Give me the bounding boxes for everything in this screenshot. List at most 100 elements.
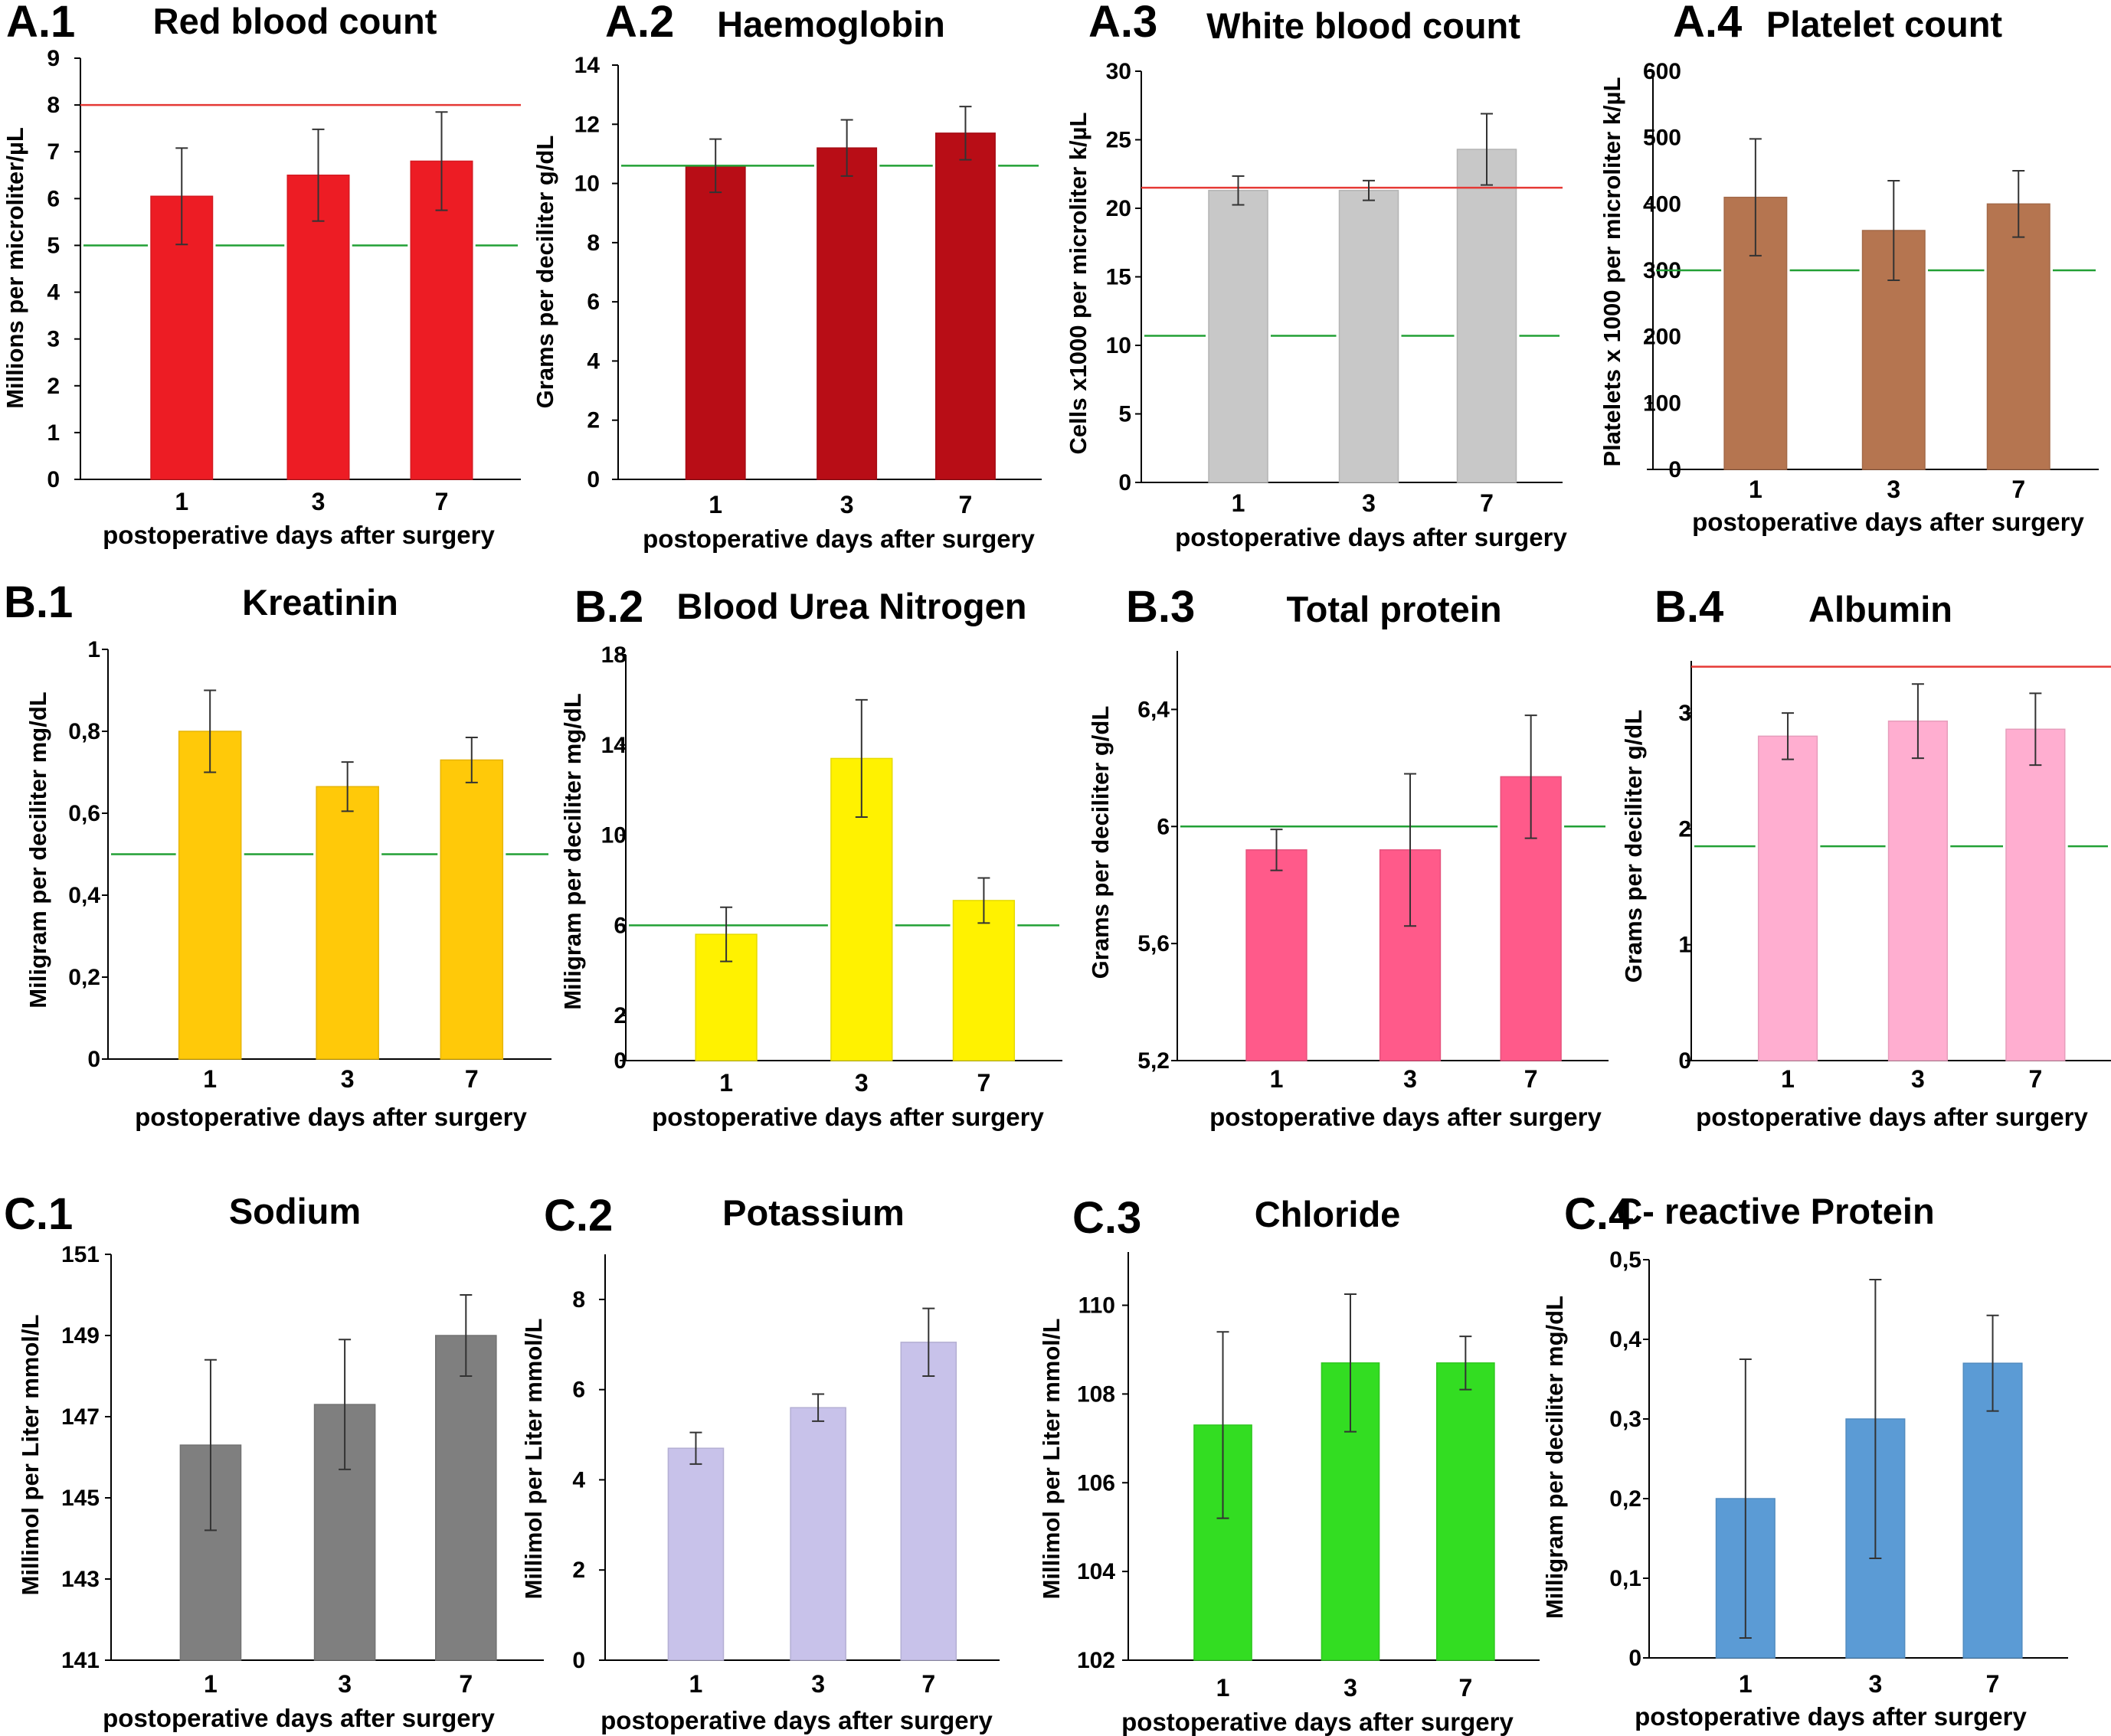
x-category-label: 3 — [1887, 476, 1900, 503]
y-tick-label: 0,6 — [68, 801, 100, 826]
bar-day-1 — [1245, 849, 1308, 1061]
bar-day-7 — [435, 1335, 497, 1661]
x-category-label: 1 — [203, 1065, 217, 1093]
panel-b-2: 0 2 6 10 14 18 1 3 7 B.2 Blood Urea Nitrogen postop… — [559, 582, 1062, 1131]
y-axis-title: Milligram per deciliter mg/dL — [1541, 1296, 1568, 1619]
x-axis-title: postoperative days after surgery — [1696, 1103, 2088, 1131]
panel-b-1: 0 0,2 0,4 0,6 0,8 1 1 3 7 B.1 Kreatinin postoperati… — [4, 577, 551, 1131]
y-tick-label: 2 — [1678, 816, 1691, 842]
x-category-label: 7 — [435, 488, 449, 515]
x-category-label: 1 — [1749, 476, 1762, 503]
y-tick-label: 141 — [61, 1648, 100, 1673]
x-category-label: 7 — [1458, 1674, 1472, 1702]
bar-day-7 — [440, 759, 504, 1060]
y-tick-label: 6 — [1157, 814, 1170, 839]
y-axis-title: Grams per deciliter g/dL — [1087, 706, 1114, 979]
y-tick-label: 145 — [61, 1486, 100, 1511]
y-tick-label: 6 — [47, 186, 60, 211]
panel-label: B.2 — [574, 582, 643, 632]
y-tick-label: 0 — [1118, 470, 1131, 495]
panel-c-1: 141 143 145 147 149 151 1 3 7 C.1 Sodium postoperat… — [4, 1189, 544, 1732]
y-tick-label: 151 — [61, 1242, 100, 1267]
y-axis-title: Miligram per deciliter mg/dL — [559, 693, 586, 1009]
y-tick-label: 0 — [587, 467, 600, 492]
x-category-label: 7 — [459, 1670, 473, 1698]
x-category-label: 3 — [1911, 1065, 1925, 1093]
x-category-label: 3 — [338, 1670, 352, 1698]
x-category-label: 1 — [1781, 1065, 1795, 1093]
y-tick-label: 0 — [1678, 1048, 1691, 1074]
y-tick-label: 0 — [1628, 1646, 1641, 1671]
y-tick-label: 0 — [87, 1047, 100, 1072]
y-tick-label: 108 — [1077, 1381, 1115, 1407]
panel-title: Potassium — [722, 1192, 905, 1233]
y-tick-label: 6,4 — [1137, 697, 1170, 722]
y-axis-title: Millimol per Liter mmol/L — [1038, 1319, 1065, 1600]
y-tick-label: 104 — [1077, 1559, 1115, 1584]
x-category-label: 3 — [1344, 1674, 1357, 1702]
panel-label: C.1 — [4, 1189, 73, 1239]
x-category-label: 7 — [2011, 476, 2025, 503]
panel-title: Platelet count — [1766, 4, 2003, 44]
y-tick-label: 6 — [572, 1378, 585, 1403]
y-tick-label: 100 — [1643, 391, 1681, 416]
x-category-label: 3 — [312, 488, 326, 515]
y-tick-label: 4 — [47, 280, 60, 306]
x-category-label: 3 — [1868, 1670, 1882, 1698]
y-axis-title: Miligram per deciliter mg/dL — [25, 691, 51, 1008]
y-axis-title: Grams per deciliter g/dL — [532, 136, 558, 409]
y-tick-label: 0,2 — [1609, 1486, 1641, 1512]
y-tick-label: 18 — [601, 642, 627, 668]
y-tick-label: 5 — [47, 233, 60, 258]
y-tick-label: 0,5 — [1609, 1247, 1641, 1273]
y-tick-label: 600 — [1643, 59, 1681, 84]
y-axis-title: Grams per deciliter g/dL — [1620, 710, 1647, 983]
y-tick-label: 102 — [1077, 1648, 1115, 1673]
y-tick-label: 14 — [601, 733, 627, 758]
panel-title: Haemoglobin — [717, 4, 945, 44]
x-axis-title: postoperative days after surgery — [103, 1704, 495, 1732]
y-axis-title: Platelets x 1000 per microliter k/µL — [1599, 77, 1625, 467]
y-tick-label: 9 — [47, 46, 60, 71]
panel-b-3: 5,2 5,6 6 6,4 1 3 7 B.3 Total protein postoperati… — [1087, 582, 1609, 1131]
y-tick-label: 1 — [47, 420, 60, 446]
x-axis-title: postoperative days after surgery — [103, 521, 495, 549]
y-tick-label: 8 — [572, 1287, 585, 1313]
panel-title: Blood Urea Nitrogen — [677, 586, 1027, 626]
panel-a-2: 0 2 4 6 8 10 12 14 1 3 7 A.2 Haemoglobin postoperativ… — [532, 0, 1042, 553]
panel-title: Red blood count — [153, 1, 437, 41]
x-category-label: 1 — [1739, 1670, 1753, 1698]
panel-c-4: 0 0,1 0,2 0,3 0,4 0,5 1 3 7 C.4C- reactive Protei… — [1541, 1189, 2068, 1731]
bar-day-1 — [1208, 189, 1268, 483]
x-category-label: 3 — [1362, 489, 1376, 517]
panel-label: B.3 — [1126, 582, 1195, 632]
panel-label: A.4 — [1673, 0, 1742, 47]
panel-title: Total protein — [1286, 589, 1501, 629]
x-category-label: 7 — [1986, 1670, 2000, 1698]
panel-a-1: 0 1 2 3 4 5 6 7 8 9 1 3 7 A.1 Red blood count postopera… — [2, 0, 521, 549]
panel-title: C- reactive Protein — [1616, 1191, 1934, 1231]
x-category-label: 7 — [2028, 1065, 2042, 1093]
y-tick-label: 14 — [574, 53, 601, 78]
y-axis-title: Millimol per Liter mmol/L — [520, 1319, 547, 1600]
y-tick-label: 8 — [587, 230, 600, 256]
x-category-label: 1 — [689, 1670, 703, 1698]
bar-day-1 — [1757, 735, 1818, 1061]
x-axis-title: postoperative days after surgery — [643, 525, 1035, 553]
x-category-label: 3 — [341, 1065, 355, 1093]
panel-label: A.1 — [6, 0, 75, 47]
x-category-label: 3 — [840, 491, 854, 518]
y-tick-label: 30 — [1106, 59, 1131, 84]
panel-label: C.3 — [1072, 1193, 1141, 1243]
bar-day-7 — [952, 900, 1016, 1061]
y-tick-label: 4 — [572, 1467, 585, 1492]
x-category-label: 1 — [1216, 1674, 1230, 1702]
panel-title: Kreatinin — [242, 582, 398, 623]
panel-label: B.1 — [4, 577, 73, 627]
y-tick-label: 110 — [1078, 1293, 1115, 1319]
panel-title: Chloride — [1255, 1194, 1401, 1234]
x-category-label: 1 — [709, 491, 722, 518]
y-tick-label: 5 — [1118, 402, 1131, 427]
x-category-label: 3 — [1403, 1065, 1417, 1093]
